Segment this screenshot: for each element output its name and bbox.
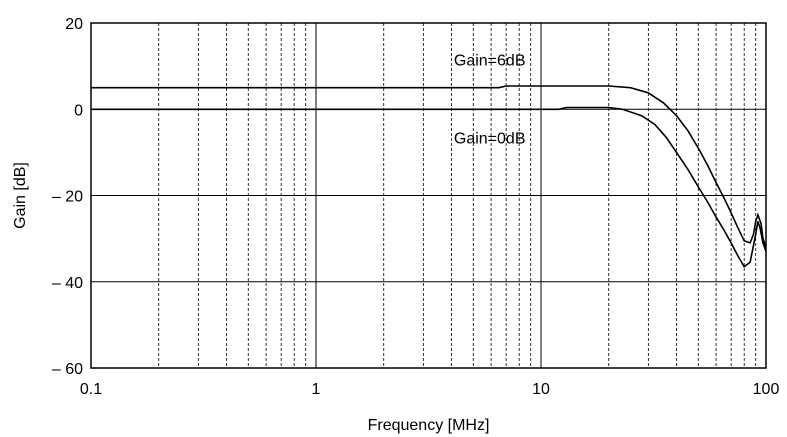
x-axis-title: Frequency [MHz] — [368, 417, 490, 434]
x-tick-label: 1 — [312, 381, 321, 398]
grid — [90, 22, 767, 369]
y-tick-label: 0 — [74, 102, 83, 119]
x-tick-label: 10 — [532, 381, 550, 398]
y-axis-title: Gain [dB] — [12, 162, 29, 229]
series-line-0 — [91, 85, 767, 248]
y-tick-label: – 40 — [52, 275, 83, 292]
y-tick-label: – 60 — [52, 361, 83, 378]
y-tick-label: 20 — [65, 16, 83, 33]
annotation-gain-0db: Gain=0dB — [454, 130, 526, 147]
annotation-gain-6db: Gain=6dB — [454, 53, 526, 70]
y-tick-label: – 20 — [52, 189, 83, 206]
plot-frame — [90, 22, 767, 369]
series-line-1 — [91, 106, 767, 268]
series-layer — [91, 85, 767, 268]
x-tick-label: 100 — [753, 381, 780, 398]
x-tick-label: 0.1 — [80, 381, 102, 398]
tick-labels: 0.1 1 10 100 20 0 – 20 – 40 – 60 — [52, 16, 780, 398]
